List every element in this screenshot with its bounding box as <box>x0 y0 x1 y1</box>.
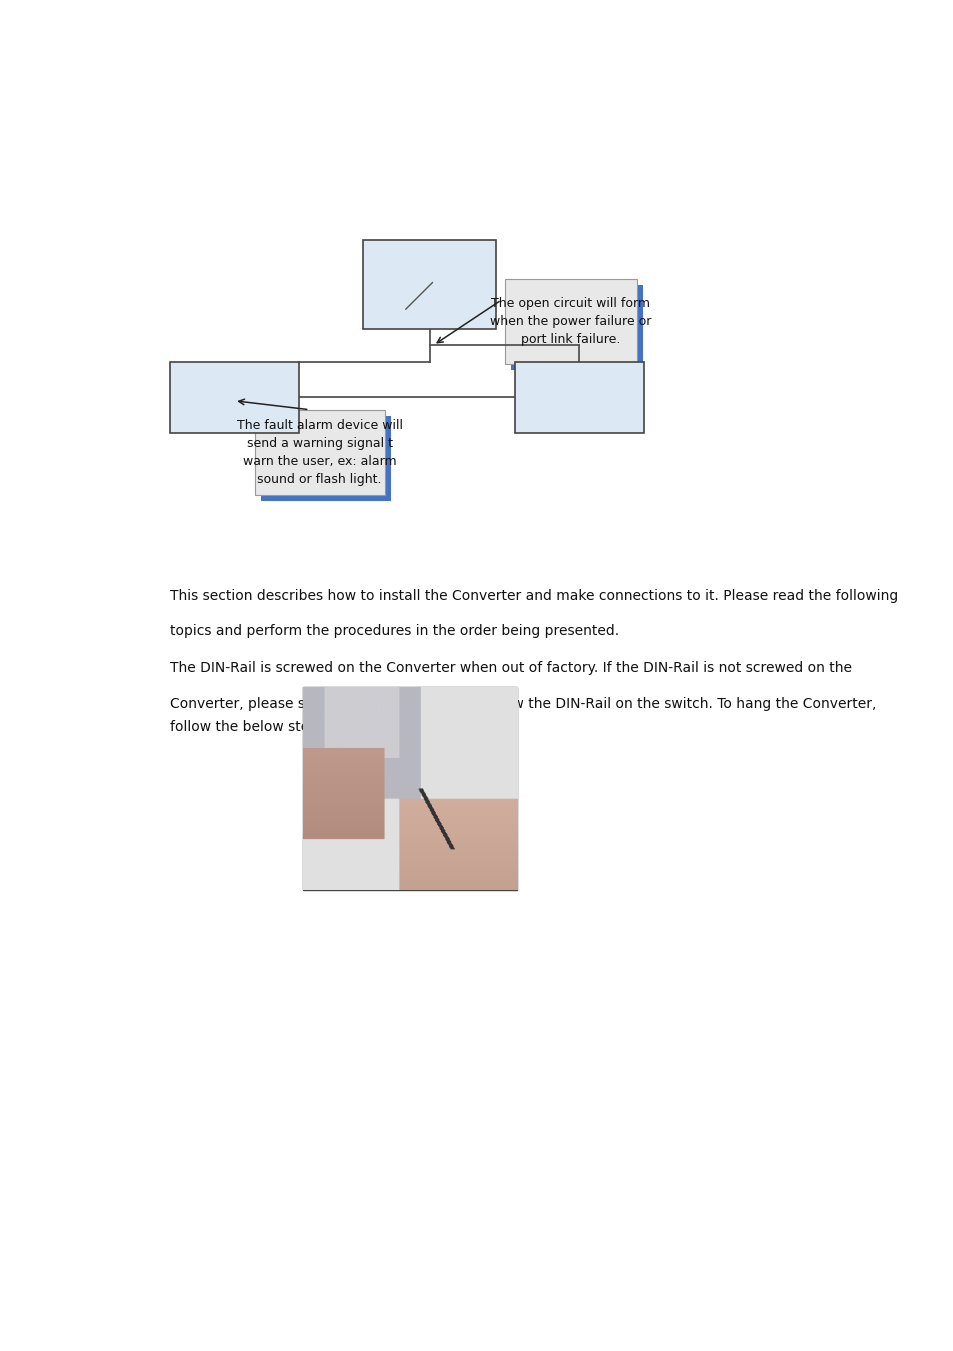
Bar <box>255 409 384 494</box>
Text: follow the below steps:: follow the below steps: <box>170 720 329 734</box>
Bar <box>170 362 298 432</box>
Bar <box>511 285 642 370</box>
Bar <box>261 416 390 501</box>
Text: The fault alarm device will
send a warning signal t
warn the user, ex: alarm
sou: The fault alarm device will send a warni… <box>236 419 402 486</box>
Bar <box>505 278 637 363</box>
Text: topics and perform the procedures in the order being presented.: topics and perform the procedures in the… <box>170 624 618 638</box>
Text: This section describes how to install the Converter and make connections to it. : This section describes how to install th… <box>170 589 897 603</box>
Text: The DIN-Rail is screwed on the Converter when out of factory. If the DIN-Rail is: The DIN-Rail is screwed on the Converter… <box>170 662 851 676</box>
Text: The open circuit will form
when the power failure or
port link failure.: The open circuit will form when the powe… <box>490 297 651 346</box>
Bar <box>302 688 517 890</box>
Text: Converter, please see the following figure to screw the DIN-Rail on the switch. : Converter, please see the following figu… <box>170 697 875 711</box>
Bar <box>515 362 643 432</box>
Bar <box>363 240 496 328</box>
